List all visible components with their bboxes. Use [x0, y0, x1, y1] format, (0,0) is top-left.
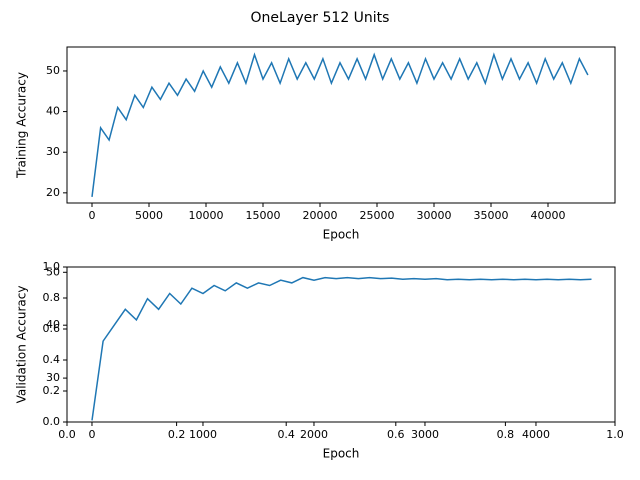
- y-tick-label: 0.0: [43, 415, 61, 428]
- x-tick-label: 0.6: [387, 428, 405, 441]
- x-tick-label: 0.2: [168, 428, 186, 441]
- x-axis-label: Epoch: [323, 447, 360, 461]
- x-tick-label: 5000: [135, 209, 163, 222]
- x-tick-label: 2000: [300, 428, 328, 441]
- x-tick-label: 0.0: [58, 428, 76, 441]
- y-tick-label: 1.0: [43, 260, 61, 273]
- y-tick-label: 30: [46, 371, 60, 384]
- x-tick-label: 15000: [246, 209, 281, 222]
- axes-frame: [66, 46, 616, 204]
- y-tick-label: 50: [46, 64, 60, 77]
- x-tick-label: 3000: [411, 428, 439, 441]
- x-axis-label: Epoch: [323, 228, 360, 242]
- x-tick-label: 0: [88, 428, 95, 441]
- figure-title: OneLayer 512 Units: [251, 10, 390, 26]
- data-line: [91, 276, 592, 421]
- y-tick-label: 30: [46, 145, 60, 158]
- x-tick-label: 0.4: [277, 428, 295, 441]
- x-tick-label: 20000: [303, 209, 338, 222]
- y-axis-label: Training Accuracy: [15, 72, 29, 179]
- x-tick-label: 0: [89, 209, 96, 222]
- x-tick-label: 4000: [522, 428, 550, 441]
- y-tick-label: 50: [46, 265, 60, 278]
- axes-frame: [66, 266, 616, 423]
- x-tick-label: 1000: [189, 428, 217, 441]
- data-line: [91, 52, 589, 197]
- x-tick-label: 0.8: [497, 428, 515, 441]
- y-axis-label: Validation Accuracy: [15, 286, 29, 404]
- x-tick-label: 10000: [189, 209, 224, 222]
- y-tick-label: 40: [46, 105, 60, 118]
- y-tick-label: 40: [46, 318, 60, 331]
- y-tick-label: 0.4: [43, 353, 61, 366]
- y-tick-label: 20: [46, 186, 60, 199]
- y-tick-label: 0.8: [43, 291, 61, 304]
- x-tick-label: 30000: [417, 209, 452, 222]
- x-tick-label: 35000: [474, 209, 509, 222]
- x-tick-label: 1.0: [606, 428, 624, 441]
- x-tick-label: 40000: [531, 209, 566, 222]
- y-tick-label: 0.2: [43, 384, 61, 397]
- x-tick-label: 25000: [360, 209, 395, 222]
- y-tick-label: 0.6: [43, 322, 61, 335]
